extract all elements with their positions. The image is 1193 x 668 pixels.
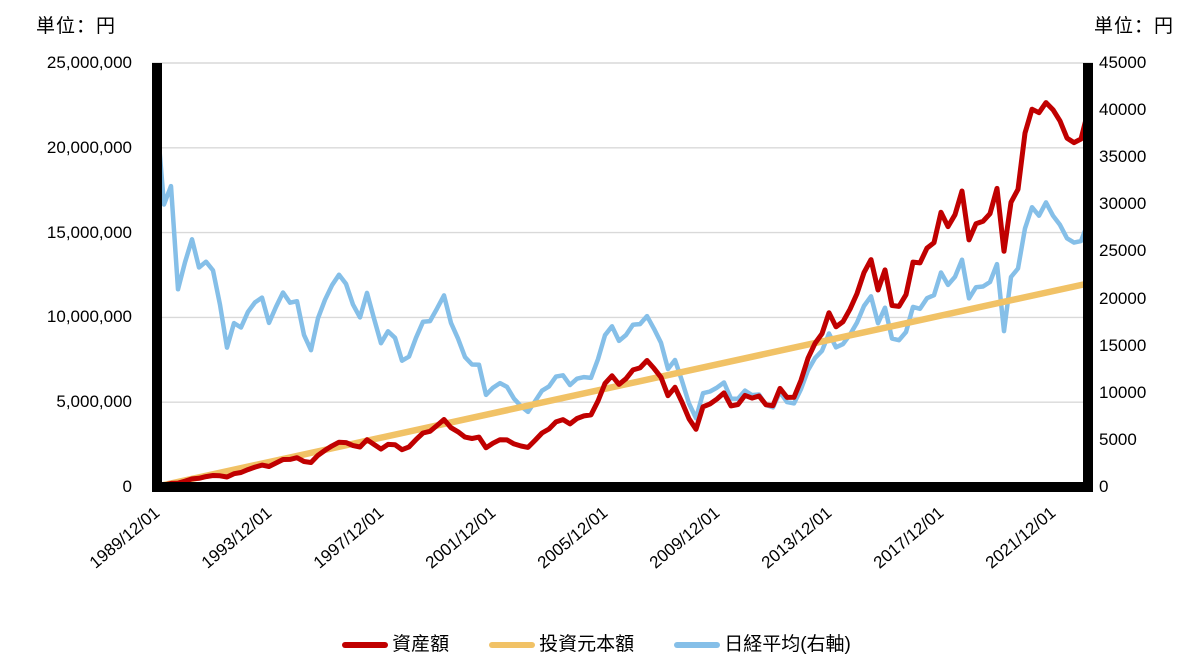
legend-item-nikkei: 日経平均(右軸) [674,633,851,657]
legend-item-principal: 投資元本額 [489,633,634,657]
legend-label-nikkei: 日経平均(右軸) [724,634,851,655]
right-axis-tick-label: 35000 [1099,147,1147,166]
asset-line-series [154,100,1091,489]
left-axis-tick-label: 15,000,000 [46,223,132,242]
y-axis-right-line [1083,63,1093,492]
legend: 資産額 投資元本額 日経平均(右軸) [0,633,1193,657]
legend-item-asset: 資産額 [342,633,449,657]
right-axis-tick-label: 30000 [1099,194,1147,213]
y-axis-left-line [152,63,162,492]
x-axis-line [152,482,1093,492]
left-axis-tick-label: 5,000,000 [56,392,132,411]
left-axis-tick-label: 10,000,000 [46,307,132,326]
right-axis-tick-label: 45000 [1099,53,1147,72]
nikkei-line-swatch [674,642,721,648]
principal-line-swatch [489,642,536,648]
principal-line-series [153,280,1092,490]
right-axis-tick-label: 15000 [1099,336,1147,355]
right-axis-tick-label: 40000 [1099,100,1147,119]
right-axis-tick-label: 10000 [1099,383,1147,402]
nikkei-line-series [154,118,1091,421]
right-axis-tick-label: 20000 [1099,289,1147,308]
right-axis-tick-label: 0 [1099,477,1109,496]
left-axis-tick-label: 20,000,000 [46,138,132,157]
right-axis-tick-label: 5000 [1099,430,1137,449]
legend-label-principal: 投資元本額 [539,634,635,655]
left-axis-tick-label: 0 [122,477,132,496]
right-axis-unit-label: 単位：円 [1094,16,1175,37]
asset-line-swatch [342,642,389,648]
left-axis-unit-label: 単位：円 [36,16,117,37]
legend-label-asset: 資産額 [392,634,450,655]
left-axis-tick-label: 25,000,000 [46,53,132,72]
right-axis-tick-label: 25000 [1099,241,1147,260]
